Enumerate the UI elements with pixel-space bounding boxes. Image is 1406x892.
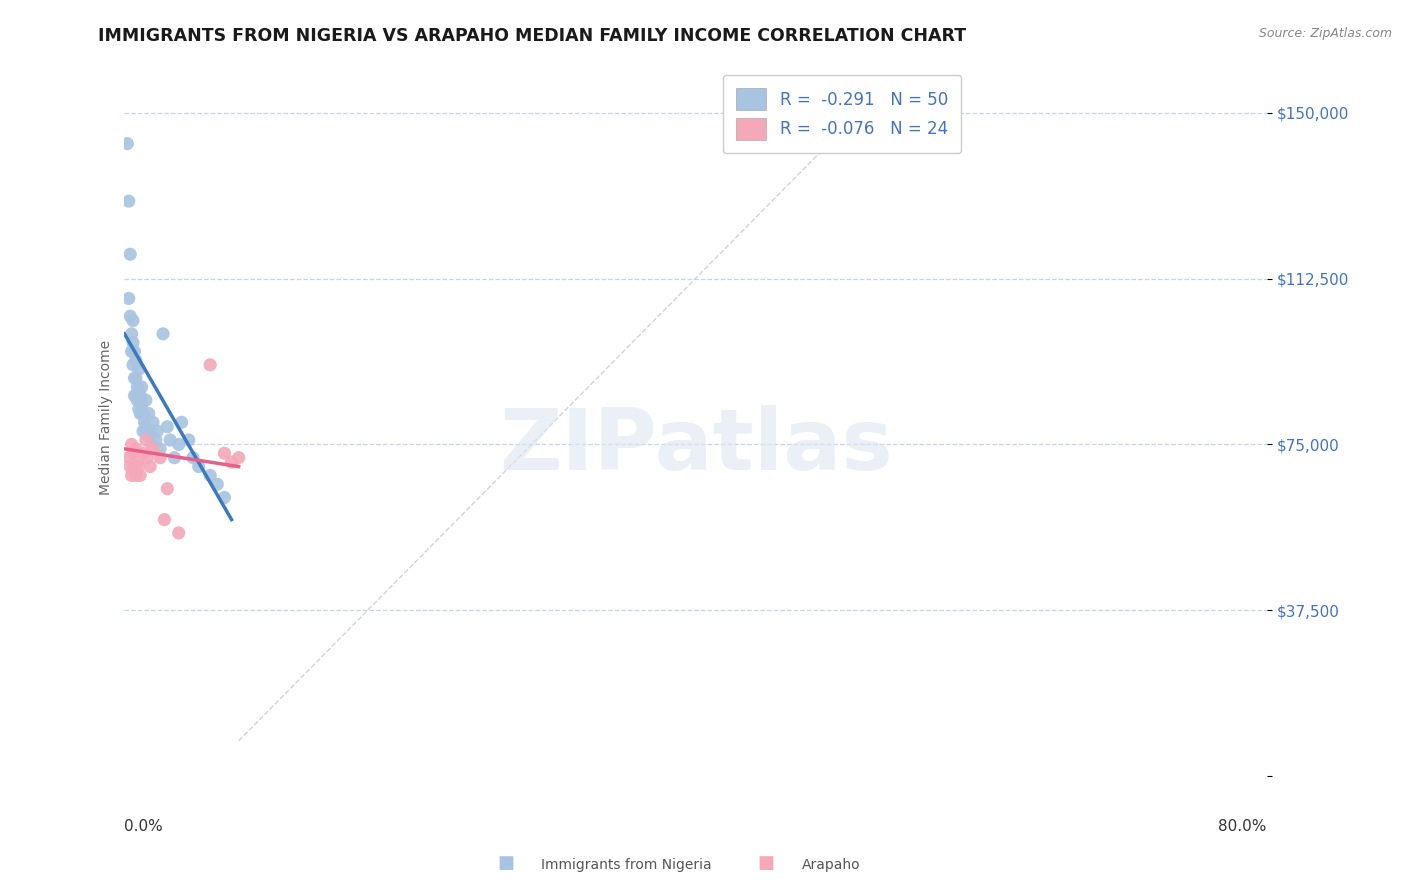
Point	[118, 450, 141, 465]
Point	[167, 525, 190, 540]
Point	[136, 450, 159, 465]
Point	[128, 362, 150, 376]
Point	[134, 415, 156, 429]
Text: ■: ■	[758, 855, 775, 872]
Text: 0.0%: 0.0%	[125, 819, 163, 834]
Point	[125, 389, 148, 403]
Point	[141, 437, 163, 451]
Point	[127, 455, 149, 469]
Point	[149, 442, 172, 456]
Point	[125, 442, 148, 456]
Point	[118, 194, 141, 209]
Point	[163, 450, 186, 465]
Text: ■: ■	[498, 855, 515, 872]
Point	[135, 393, 157, 408]
Point	[181, 450, 204, 465]
Point	[122, 335, 145, 350]
Point	[121, 326, 143, 341]
Text: ZIPatlas: ZIPatlas	[499, 405, 893, 488]
Text: IMMIGRANTS FROM NIGERIA VS ARAPAHO MEDIAN FAMILY INCOME CORRELATION CHART: IMMIGRANTS FROM NIGERIA VS ARAPAHO MEDIA…	[98, 27, 966, 45]
Point	[139, 424, 162, 438]
Point	[142, 442, 165, 456]
Point	[125, 468, 148, 483]
Point	[127, 393, 149, 408]
Point	[198, 358, 221, 372]
Point	[124, 344, 146, 359]
Point	[159, 433, 181, 447]
Point	[142, 415, 165, 429]
Text: 80.0%: 80.0%	[1219, 819, 1267, 834]
Point	[187, 459, 209, 474]
Point	[124, 389, 146, 403]
Point	[124, 459, 146, 474]
Point	[117, 136, 139, 151]
Point	[131, 380, 153, 394]
Text: Immigrants from Nigeria: Immigrants from Nigeria	[541, 858, 711, 872]
Point	[125, 371, 148, 385]
Point	[118, 292, 141, 306]
Point	[128, 384, 150, 399]
Point	[128, 402, 150, 417]
Point	[152, 326, 174, 341]
Point	[122, 358, 145, 372]
Point	[132, 446, 155, 460]
Point	[153, 513, 176, 527]
Point	[121, 437, 143, 451]
Point	[146, 424, 169, 438]
Point	[121, 344, 143, 359]
Point	[214, 446, 236, 460]
Point	[145, 433, 167, 447]
Point	[221, 455, 243, 469]
Legend: R =  -0.291   N = 50, R =  -0.076   N = 24: R = -0.291 N = 50, R = -0.076 N = 24	[723, 75, 962, 153]
Point	[124, 371, 146, 385]
Point	[129, 468, 152, 483]
Point	[149, 450, 172, 465]
Point	[136, 428, 159, 442]
Point	[139, 459, 162, 474]
Point	[120, 459, 142, 474]
Y-axis label: Median Family Income: Median Family Income	[100, 341, 114, 495]
Point	[167, 437, 190, 451]
Point	[135, 419, 157, 434]
Point	[120, 247, 142, 261]
Text: Source: ZipAtlas.com: Source: ZipAtlas.com	[1258, 27, 1392, 40]
Point	[125, 353, 148, 368]
Point	[156, 482, 179, 496]
Point	[228, 450, 250, 465]
Point	[156, 419, 179, 434]
Point	[129, 407, 152, 421]
Point	[207, 477, 229, 491]
Point	[214, 491, 236, 505]
Point	[135, 433, 157, 447]
Point	[131, 398, 153, 412]
Point	[198, 468, 221, 483]
Point	[127, 380, 149, 394]
Point	[121, 468, 143, 483]
Text: Arapaho: Arapaho	[801, 858, 860, 872]
Point	[138, 407, 160, 421]
Point	[177, 433, 200, 447]
Point	[129, 389, 152, 403]
Point	[120, 309, 142, 323]
Point	[170, 415, 193, 429]
Point	[128, 459, 150, 474]
Point	[122, 446, 145, 460]
Point	[132, 424, 155, 438]
Point	[122, 313, 145, 327]
Point	[132, 407, 155, 421]
